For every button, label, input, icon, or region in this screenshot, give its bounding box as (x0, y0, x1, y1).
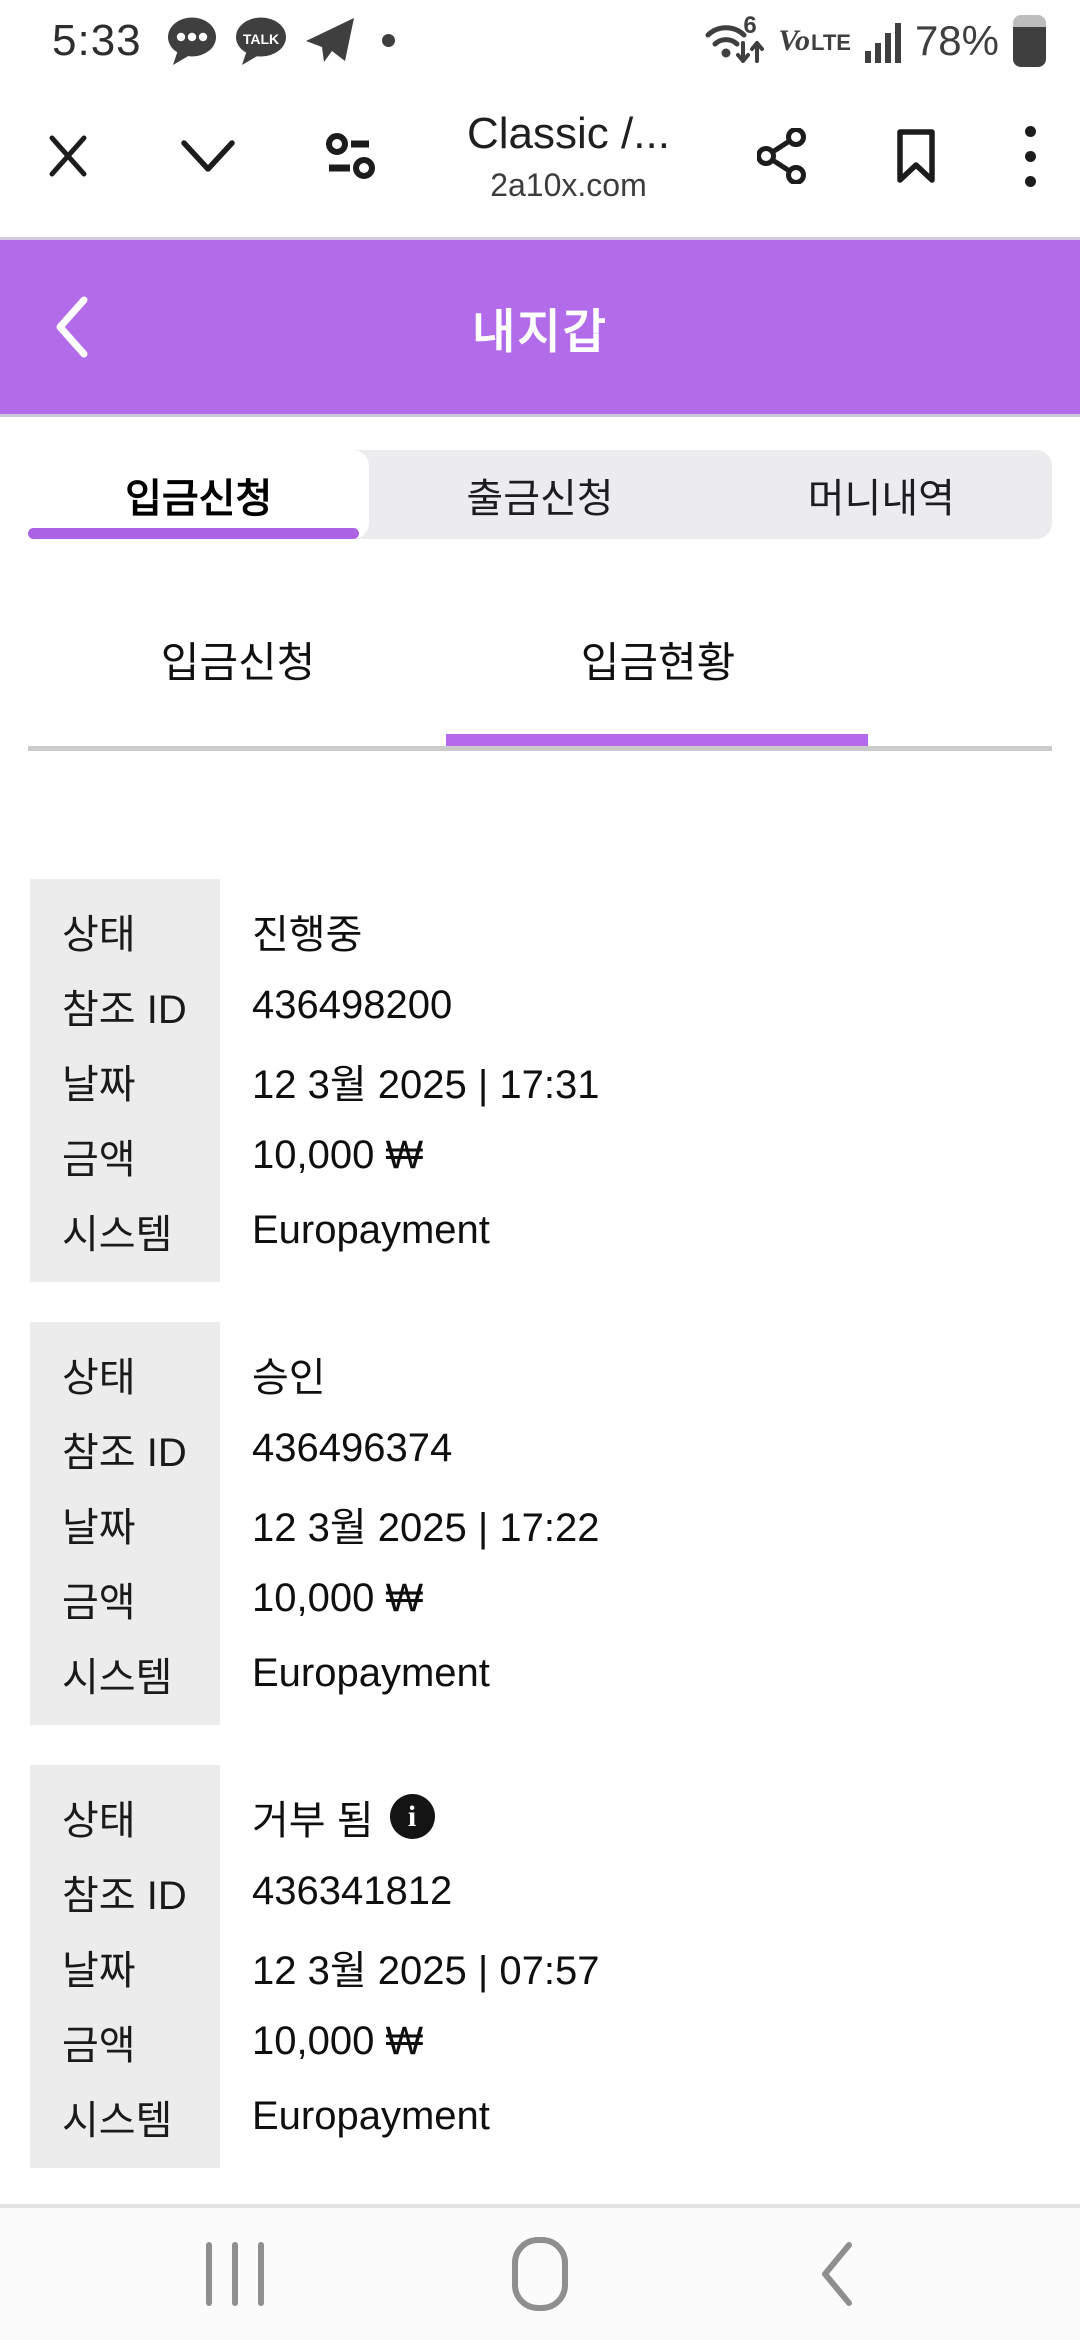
date-value: 12 3월 2025 | 17:22 (252, 1505, 600, 1550)
url-bar[interactable]: Classic /... 2a10x.com (467, 109, 670, 204)
system-value: Europayment (252, 2094, 490, 2138)
info-icon[interactable]: i (389, 1794, 435, 1839)
reference-id-value: 436341812 (252, 1869, 453, 1913)
collapse-chevron-down-button[interactable] (179, 137, 237, 175)
deposit-record-card: 상태 승인 참조 ID 436496374 날짜 12 3월 2025 | 17… (30, 1322, 1080, 1725)
subtab-deposit-status[interactable]: 입금현황 (580, 638, 736, 686)
amount-value: 10,000 ₩ (252, 1576, 424, 1620)
tab-withdraw-request[interactable]: 출금신청 (466, 476, 614, 521)
kakaotalk-icon: TALK (234, 16, 288, 66)
page-title-wallet: 내지갑 (472, 304, 608, 358)
close-button[interactable] (44, 132, 92, 180)
deposit-record-card: 상태 거부 됨 i 참조 ID 436341812 날짜 12 3월 2025 … (30, 1765, 1080, 2168)
status-value: 거부 됨 (252, 1798, 374, 1843)
page-title: Classic /... (467, 108, 670, 158)
volte-icon: Vo LTE (778, 23, 851, 57)
recents-icon (206, 2242, 264, 2306)
subtab-divider (28, 746, 1052, 751)
deposit-subtabs: 입금신청 입금현황 (28, 601, 1052, 751)
date-value: 12 3월 2025 | 07:57 (252, 1948, 600, 1993)
back-button[interactable] (52, 240, 92, 414)
svg-text:TALK: TALK (242, 31, 278, 47)
reference-id-value: 436496374 (252, 1426, 453, 1470)
notification-dot-icon (381, 34, 395, 47)
subtab-deposit-request[interactable]: 입금신청 (160, 638, 316, 686)
svg-text:6: 6 (744, 15, 757, 39)
deposit-record-card: 상태 진행중 참조 ID 436498200 날짜 12 3월 2025 | 1… (30, 879, 1080, 1282)
tab-deposit-request[interactable]: 입금신청 (28, 450, 370, 539)
android-navigation-bar (0, 2204, 1080, 2340)
home-icon (512, 2237, 568, 2311)
tune-settings-button[interactable] (324, 132, 380, 180)
nav-back-button[interactable] (756, 2208, 916, 2340)
wallet-header: 내지갑 (0, 237, 1080, 417)
message-bubble-icon (166, 16, 218, 66)
system-value: Europayment (252, 1208, 490, 1252)
deposit-record-list: 상태 진행중 참조 ID 436498200 날짜 12 3월 2025 | 1… (0, 879, 1080, 2168)
telegram-icon (304, 16, 356, 66)
active-subtab-indicator (446, 734, 868, 746)
page-url: 2a10x.com (490, 166, 647, 203)
kebab-menu-button[interactable] (1024, 125, 1036, 187)
share-button[interactable] (756, 128, 807, 184)
battery-icon (1013, 14, 1046, 67)
system-value: Europayment (252, 1651, 490, 1695)
signal-strength-icon (864, 19, 901, 63)
amount-value: 10,000 ₩ (252, 1133, 424, 1177)
status-value: 승인 (252, 1355, 326, 1400)
wallet-tabbar: 입금신청 출금신청 머니내역 (28, 450, 1052, 539)
browser-toolbar: Classic /... 2a10x.com (0, 75, 1080, 237)
recents-button[interactable] (155, 2208, 315, 2340)
bookmark-button[interactable] (894, 128, 938, 184)
status-value: 진행중 (252, 912, 363, 957)
amount-value: 10,000 ₩ (252, 2019, 424, 2063)
reference-id-value: 436498200 (252, 983, 453, 1027)
home-button[interactable] (460, 2208, 620, 2340)
wifi6-icon: 6 (702, 15, 765, 67)
battery-percent: 78% (914, 16, 999, 64)
clock: 5:33 (52, 15, 142, 65)
tab-money-history[interactable]: 머니내역 (807, 476, 955, 521)
status-bar: 5:33 TALK (0, 0, 1080, 75)
date-value: 12 3월 2025 | 17:31 (252, 1062, 600, 1107)
back-icon (822, 2242, 852, 2306)
